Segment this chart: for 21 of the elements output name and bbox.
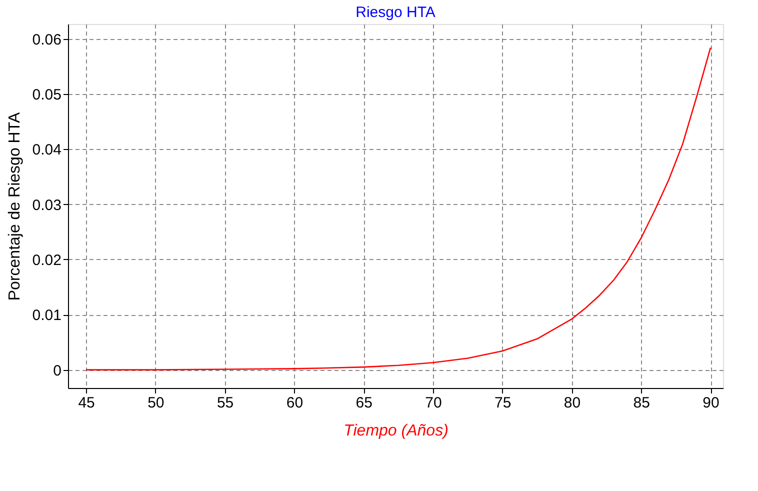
y-tick-label: 0.04 [32,142,62,159]
x-tick-label: 85 [633,394,650,412]
y-tick-label: 0.03 [32,196,62,214]
x-tick-label: 65 [356,394,372,412]
y-tick-label: 0.01 [32,307,62,324]
x-tick-label: 80 [564,394,581,412]
x-tick-label: 50 [148,394,164,412]
y-tick-label: 0 [53,362,62,380]
x-tick-label: 70 [425,394,442,412]
line-series [85,47,712,370]
y-axis-title: Porcentaje de Riesgo HTA [6,112,24,301]
x-tick-label: 75 [494,394,512,412]
x-tick-label: 45 [78,394,95,412]
x-tick-label: 60 [286,394,304,412]
x-tick-label: 55 [216,394,234,412]
y-tick-label: 0.05 [32,86,62,104]
chart-title: Riesgo HTA [356,4,436,21]
x-axis-title: Tiempo (Años) [344,422,448,440]
x-tick-label: 90 [702,394,720,412]
y-tick-label: 0.02 [32,252,62,269]
y-tick-label: 0.06 [32,31,62,48]
